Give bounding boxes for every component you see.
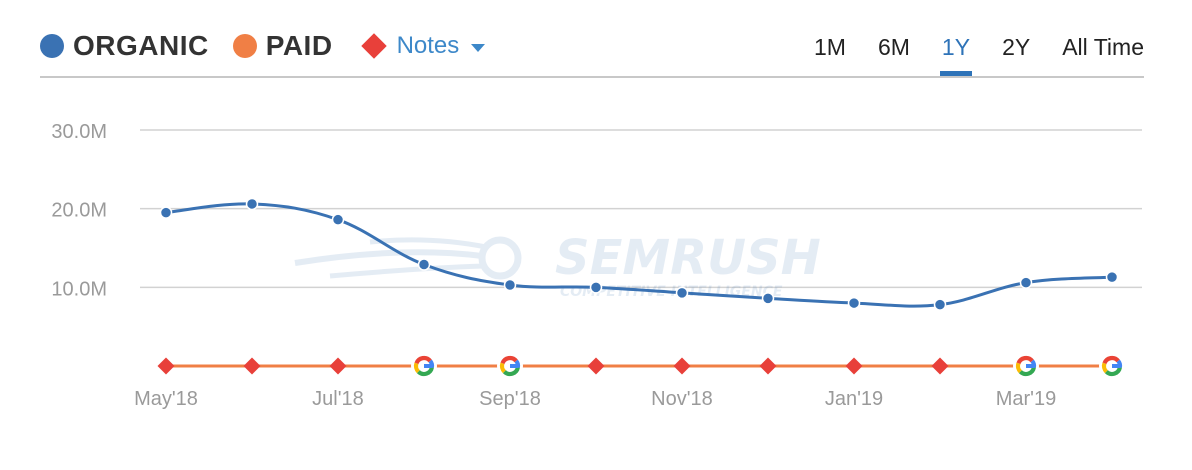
google-arc-green bbox=[502, 366, 520, 377]
google-icon bbox=[1099, 353, 1125, 379]
x-tick-label: May'18 bbox=[134, 388, 198, 410]
organic-data-point bbox=[417, 258, 431, 271]
organic-data-point bbox=[503, 278, 517, 292]
google-arc-yellow bbox=[1015, 362, 1023, 374]
organic-data-point bbox=[675, 286, 689, 300]
x-tick-label: Mar'19 bbox=[996, 388, 1057, 410]
google-arc-red bbox=[1016, 355, 1034, 365]
organic-data-point bbox=[1019, 276, 1033, 289]
legend-organic-label: ORGANIC bbox=[73, 30, 209, 61]
note-diamond-icon bbox=[329, 357, 347, 375]
x-tick-label: Nov'18 bbox=[651, 388, 713, 410]
google-arc-yellow bbox=[499, 362, 507, 374]
time-range-selector: 1M 6M 1Y 2Y All Time bbox=[782, 34, 1144, 76]
organic-series-line bbox=[165, 202, 1113, 308]
google-icon bbox=[497, 353, 523, 379]
chevron-down-icon bbox=[471, 43, 486, 52]
range-1m[interactable]: 1M bbox=[814, 34, 846, 60]
google-arc-green bbox=[416, 366, 434, 377]
legend: ORGANIC PAID Notes bbox=[40, 26, 486, 66]
range-1y[interactable]: 1Y bbox=[939, 34, 973, 76]
range-all-time[interactable]: All Time bbox=[1062, 34, 1144, 60]
organic-data-point bbox=[589, 281, 603, 294]
google-arc-red bbox=[1102, 355, 1120, 365]
organic-data-point bbox=[1105, 270, 1119, 284]
x-tick-label: Sep'18 bbox=[479, 388, 541, 410]
grid-lines bbox=[140, 129, 1142, 289]
range-6m[interactable]: 6M bbox=[877, 34, 910, 60]
organic-data-point bbox=[847, 296, 861, 310]
legend-paid-label: PAID bbox=[265, 30, 333, 61]
google-arc-yellow bbox=[1101, 362, 1109, 374]
note-diamond-icon bbox=[759, 357, 777, 375]
organic-data-point bbox=[159, 206, 173, 219]
google-bar bbox=[424, 364, 433, 368]
series-layer bbox=[159, 197, 1119, 368]
x-axis-ticks: May'18 Jul'18 Sep'18 Nov'18 Jan'19 Mar'19 bbox=[134, 388, 1056, 410]
google-arc-yellow bbox=[413, 362, 421, 374]
notes-dropdown[interactable]: Notes bbox=[360, 32, 486, 60]
organic-data-point bbox=[761, 292, 775, 305]
note-diamond-icon bbox=[673, 357, 691, 375]
paid-dot-icon bbox=[232, 34, 257, 58]
note-diamond-icon bbox=[243, 357, 261, 375]
organic-data-point bbox=[933, 298, 947, 311]
note-diamond-icon bbox=[931, 357, 949, 375]
google-arc-green bbox=[1104, 366, 1122, 377]
google-icon bbox=[411, 353, 437, 379]
google-arc-green bbox=[1018, 366, 1036, 377]
notes-label: Notes bbox=[396, 32, 460, 59]
organic-data-point bbox=[245, 197, 259, 211]
note-diamond-icon bbox=[845, 357, 863, 375]
google-bar bbox=[510, 364, 519, 368]
google-bar bbox=[1112, 364, 1121, 368]
legend-paid[interactable]: PAID bbox=[232, 30, 333, 62]
note-markers bbox=[157, 353, 1125, 379]
google-arc-red bbox=[414, 355, 432, 365]
header-divider bbox=[40, 76, 1144, 78]
note-diamond-icon bbox=[157, 357, 175, 375]
note-diamond-icon bbox=[587, 357, 605, 375]
y-tick-label: 30.0M bbox=[51, 121, 107, 143]
google-arc-red bbox=[500, 355, 518, 365]
organic-data-point bbox=[331, 213, 345, 226]
watermark-brand: SEMRUSH bbox=[555, 230, 821, 286]
y-axis-ticks: 10.0M 20.0M 30.0M bbox=[51, 121, 107, 300]
organic-dot-icon bbox=[40, 34, 64, 58]
semrush-watermark: SEMRUSH COMPETITIVE INTELLIGENCE bbox=[294, 230, 821, 300]
semrush-logo-icon bbox=[294, 236, 522, 280]
range-2y[interactable]: 2Y bbox=[1002, 34, 1031, 60]
x-tick-label: Jul'18 bbox=[312, 388, 364, 410]
y-tick-label: 20.0M bbox=[51, 200, 107, 222]
y-tick-label: 10.0M bbox=[51, 278, 107, 300]
google-icon bbox=[1013, 353, 1039, 379]
legend-organic[interactable]: ORGANIC bbox=[40, 30, 209, 62]
google-bar bbox=[1026, 364, 1035, 368]
x-tick-label: Jan'19 bbox=[825, 388, 883, 410]
